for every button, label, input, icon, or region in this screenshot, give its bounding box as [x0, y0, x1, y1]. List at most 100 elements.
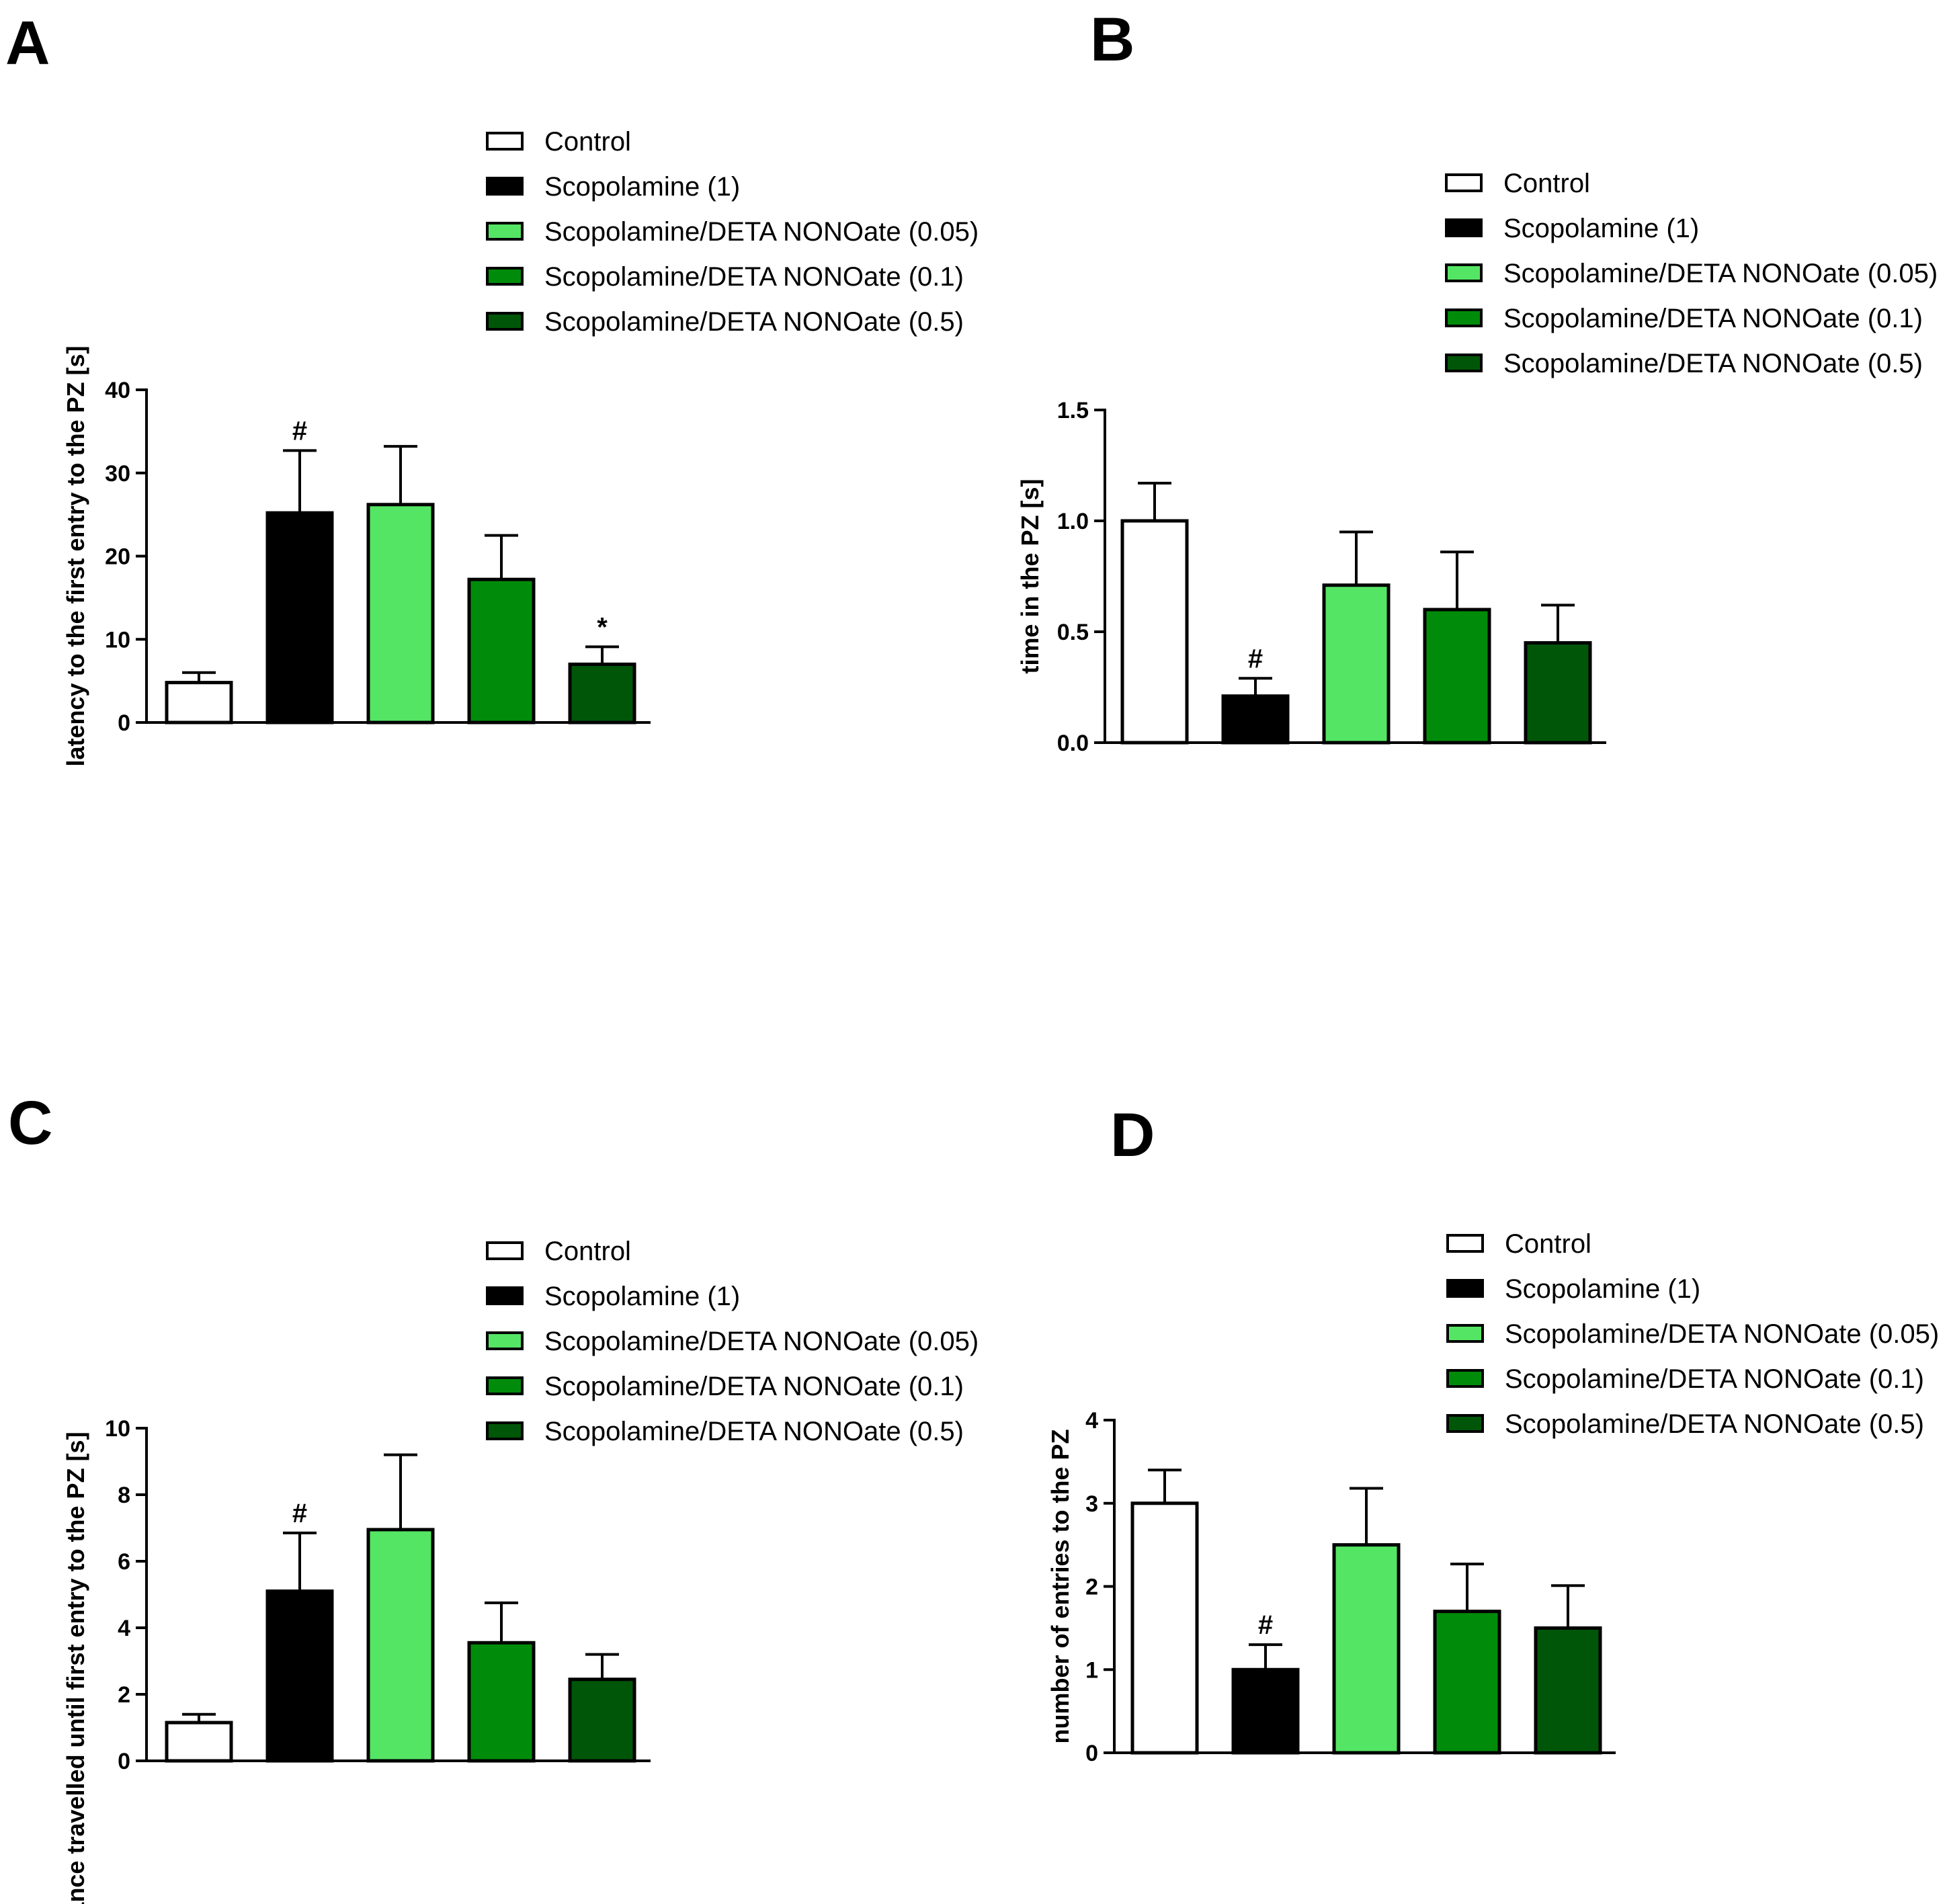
bars-b: #: [1120, 481, 1592, 745]
y-tick-label: 8: [118, 1483, 130, 1508]
y-tick-label: 1.0: [1057, 509, 1089, 534]
legend-swatch: [1445, 308, 1483, 327]
legend-label: Control: [544, 1237, 631, 1266]
y-tick-label: 30: [105, 461, 130, 487]
bar: [1322, 583, 1391, 745]
bar: [265, 1589, 334, 1763]
legend-swatch: [1445, 354, 1483, 372]
legend-label: Scopolamine/DETA NONOate (0.1): [544, 262, 964, 292]
panel-c: C Control Scopolamine (1) Scopolamine/DETA…: [8, 1089, 979, 1904]
bar: [366, 503, 435, 725]
bar: [165, 681, 233, 725]
legend-a: Control Scopolamine (1) Scopolamine/DETA N…: [486, 127, 979, 337]
bar: [1332, 1543, 1401, 1755]
panel-letter-d: D: [1110, 1101, 1155, 1169]
bar: [467, 577, 536, 725]
y-tick-label: 6: [118, 1549, 130, 1575]
legend-swatch: [486, 267, 524, 286]
legend-swatch: [1446, 1369, 1484, 1388]
y-tick-label: 10: [105, 1416, 130, 1442]
legend-label: Scopolamine/DETA NONOate (0.05): [544, 217, 979, 247]
y-axis-title-c: distance travelled until first entry to …: [62, 1432, 89, 1904]
y-tick-label: 3: [1085, 1491, 1098, 1517]
y-tick-label: 0: [1085, 1741, 1098, 1766]
legend-swatch: [1446, 1414, 1484, 1433]
panel-a: A Control Scopolamine (1) Scopolamine/DETA…: [5, 9, 979, 767]
legend-b: Control Scopolamine (1) Scopolamine/DETA N…: [1445, 169, 1938, 378]
legend-d: Control Scopolamine (1) Scopolamine/DETA N…: [1446, 1229, 1939, 1439]
y-tick-label: 1.5: [1057, 398, 1089, 423]
bar: [1231, 1667, 1300, 1755]
y-tick-label: 0.0: [1057, 731, 1089, 756]
y-tick-label: 0.5: [1057, 620, 1089, 645]
legend-label: Scopolamine/DETA NONOate (0.5): [1505, 1409, 1924, 1439]
panel-letter-a: A: [5, 9, 50, 77]
legend-label: Scopolamine (1): [544, 172, 740, 202]
y-axis-title-d: number of entries to the PZ: [1046, 1429, 1074, 1743]
legend-swatch: [1445, 263, 1483, 282]
bar: [1524, 641, 1592, 745]
legend-swatch: [486, 222, 524, 241]
legend-swatch: [486, 1331, 524, 1350]
y-tick-label: 0: [118, 1749, 130, 1774]
legend-label: Scopolamine/DETA NONOate (0.5): [544, 307, 964, 337]
legend-swatch: [486, 1421, 524, 1440]
legend-label: Control: [544, 127, 631, 157]
bars-c: #: [165, 1453, 636, 1763]
significance-marker: *: [597, 612, 608, 642]
bar: [165, 1721, 233, 1763]
panel-letter-b: B: [1090, 5, 1134, 74]
legend-swatch: [1446, 1234, 1484, 1253]
y-axis-title-b: time in the PZ [s]: [1016, 479, 1044, 673]
legend-swatch: [486, 177, 524, 196]
y-axis-title-a: latency to the first entry to the PZ [s]: [62, 345, 89, 766]
y-tick-label: 2: [118, 1682, 130, 1708]
bar: [265, 511, 334, 725]
bar: [1423, 608, 1491, 745]
legend-label: Control: [1505, 1229, 1591, 1259]
legend-label: Scopolamine/DETA NONOate (0.1): [544, 1372, 964, 1401]
y-tick-label: 4: [1085, 1408, 1098, 1434]
bar: [1120, 519, 1189, 745]
legend-label: Scopolamine (1): [1505, 1274, 1700, 1304]
legend-label: Scopolamine/DETA NONOate (0.1): [1503, 304, 1923, 333]
legend-label: Control: [1503, 169, 1590, 198]
y-tick-label: 40: [105, 378, 130, 403]
legend-label: Scopolamine/DETA NONOate (0.5): [1503, 349, 1923, 378]
legend-label: Scopolamine (1): [544, 1282, 740, 1311]
bar: [568, 1678, 636, 1763]
legend-label: Scopolamine/DETA NONOate (0.5): [544, 1417, 964, 1446]
bar: [1433, 1610, 1501, 1755]
panel-d: D Control Scopolamine (1) Scopolamine/DETA…: [1046, 1101, 1939, 1766]
bars-d: #: [1130, 1468, 1602, 1755]
bar: [467, 1641, 536, 1763]
legend-swatch: [1445, 218, 1483, 237]
legend-label: Scopolamine/DETA NONOate (0.05): [544, 1327, 979, 1356]
legend-label: Scopolamine (1): [1503, 214, 1699, 243]
y-tick-label: 10: [105, 627, 130, 653]
bar: [366, 1528, 435, 1763]
panel-letter-c: C: [8, 1089, 52, 1157]
legend-swatch: [1445, 173, 1483, 192]
legend-label: Scopolamine/DETA NONOate (0.05): [1505, 1319, 1939, 1349]
legend-swatch: [486, 1376, 524, 1395]
significance-marker: #: [292, 416, 307, 446]
legend-swatch: [486, 132, 524, 151]
legend-swatch: [486, 1241, 524, 1260]
significance-marker: #: [1248, 644, 1263, 673]
y-tick-label: 0: [118, 710, 130, 736]
bar: [568, 662, 636, 725]
bar: [1534, 1626, 1602, 1755]
legend-label: Scopolamine/DETA NONOate (0.05): [1503, 259, 1938, 288]
legend-swatch: [1446, 1279, 1484, 1298]
panel-b: B Control Scopolamine (1) Scopolamine/DETA…: [1016, 5, 1938, 756]
y-tick-label: 20: [105, 544, 130, 570]
legend-swatch: [1446, 1324, 1484, 1343]
significance-marker: #: [1258, 1610, 1273, 1640]
legend-c: Control Scopolamine (1) Scopolamine/DETA N…: [486, 1237, 979, 1446]
bar: [1130, 1501, 1199, 1755]
bars-a: #*: [165, 416, 636, 725]
y-tick-label: 2: [1085, 1575, 1098, 1600]
legend-label: Scopolamine/DETA NONOate (0.1): [1505, 1364, 1924, 1394]
